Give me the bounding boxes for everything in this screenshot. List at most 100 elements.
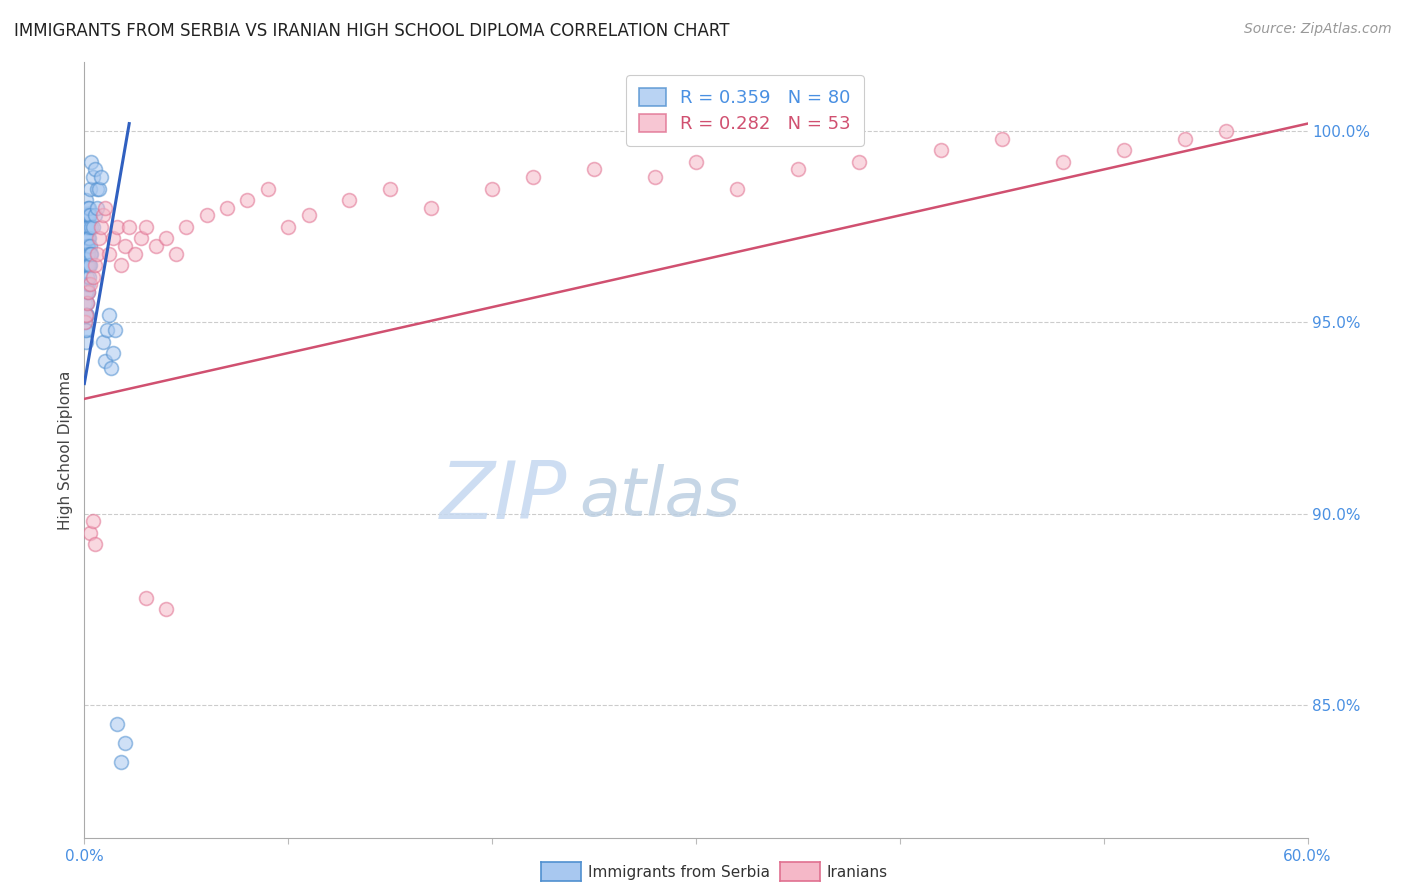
Point xyxy=(79,246,101,260)
Text: Immigrants from Serbia: Immigrants from Serbia xyxy=(588,865,769,880)
Point xyxy=(77,231,100,245)
Point xyxy=(76,296,98,310)
Point xyxy=(848,154,870,169)
Point xyxy=(86,201,108,215)
Point xyxy=(75,258,97,272)
Point xyxy=(104,323,127,337)
Point xyxy=(110,258,132,272)
Point xyxy=(75,246,97,260)
Point xyxy=(75,231,97,245)
Point xyxy=(76,246,98,260)
Point xyxy=(83,162,105,177)
Point xyxy=(105,716,128,731)
Text: Iranians: Iranians xyxy=(827,865,887,880)
Point xyxy=(76,231,98,245)
Point xyxy=(97,246,120,260)
Point xyxy=(80,246,103,260)
Point xyxy=(583,162,606,177)
Point xyxy=(75,285,97,299)
Point xyxy=(522,170,544,185)
Point xyxy=(110,755,132,769)
Point xyxy=(79,239,101,253)
Point xyxy=(145,239,167,253)
Point xyxy=(75,308,97,322)
Point xyxy=(77,277,100,292)
Point xyxy=(135,219,157,234)
Point xyxy=(929,144,952,158)
Point xyxy=(76,239,98,253)
Point xyxy=(787,162,810,177)
Point xyxy=(101,346,124,360)
Point xyxy=(76,258,98,272)
Point xyxy=(1174,132,1197,146)
Point xyxy=(79,201,101,215)
Point xyxy=(277,219,299,234)
Text: Source: ZipAtlas.com: Source: ZipAtlas.com xyxy=(1244,22,1392,37)
Point xyxy=(135,591,157,605)
Point xyxy=(339,193,361,207)
Point xyxy=(76,246,98,260)
Point xyxy=(86,181,108,195)
Point xyxy=(75,285,97,299)
Point xyxy=(165,246,187,260)
Point xyxy=(131,231,153,245)
Point xyxy=(114,736,136,750)
Point xyxy=(380,181,402,195)
Point xyxy=(87,181,110,195)
Point xyxy=(75,296,97,310)
Point xyxy=(83,537,105,551)
Point xyxy=(75,323,97,337)
Point xyxy=(77,219,100,234)
Point xyxy=(75,334,97,349)
Point xyxy=(83,208,105,222)
Point xyxy=(75,239,97,253)
Point xyxy=(82,514,104,528)
Text: atlas: atlas xyxy=(579,464,741,530)
Point xyxy=(97,308,120,322)
Point xyxy=(75,219,97,234)
Point xyxy=(75,308,97,322)
Point xyxy=(76,231,98,245)
Point xyxy=(1052,154,1074,169)
Point xyxy=(75,246,97,260)
Point xyxy=(155,602,177,616)
Point xyxy=(82,170,104,185)
Point xyxy=(76,269,98,284)
Point xyxy=(75,315,97,329)
Point xyxy=(298,208,321,222)
Point xyxy=(83,258,105,272)
Point xyxy=(75,277,97,292)
Point xyxy=(75,258,97,272)
Point xyxy=(76,296,98,310)
Point xyxy=(79,258,101,272)
Point xyxy=(80,154,103,169)
Point xyxy=(82,269,104,284)
Point xyxy=(79,181,101,195)
Point xyxy=(75,308,97,322)
Point xyxy=(77,201,100,215)
Point xyxy=(217,201,239,215)
Point xyxy=(76,258,98,272)
Legend: R = 0.359   N = 80, R = 0.282   N = 53: R = 0.359 N = 80, R = 0.282 N = 53 xyxy=(626,75,863,145)
Point xyxy=(481,181,503,195)
Point xyxy=(91,334,114,349)
Point xyxy=(1114,144,1136,158)
Point xyxy=(73,315,96,329)
Point xyxy=(80,219,103,234)
Point xyxy=(236,193,259,207)
Point xyxy=(75,193,97,207)
Point xyxy=(155,231,177,245)
Point xyxy=(420,201,443,215)
Point xyxy=(75,277,97,292)
Point xyxy=(79,258,101,272)
Point xyxy=(75,219,97,234)
Text: ZIP: ZIP xyxy=(440,458,568,536)
Point xyxy=(86,246,108,260)
Point xyxy=(79,525,101,540)
Point xyxy=(76,219,98,234)
Point xyxy=(77,239,100,253)
Point xyxy=(75,246,97,260)
Point xyxy=(644,170,666,185)
Point xyxy=(105,219,128,234)
Point xyxy=(1215,124,1237,138)
